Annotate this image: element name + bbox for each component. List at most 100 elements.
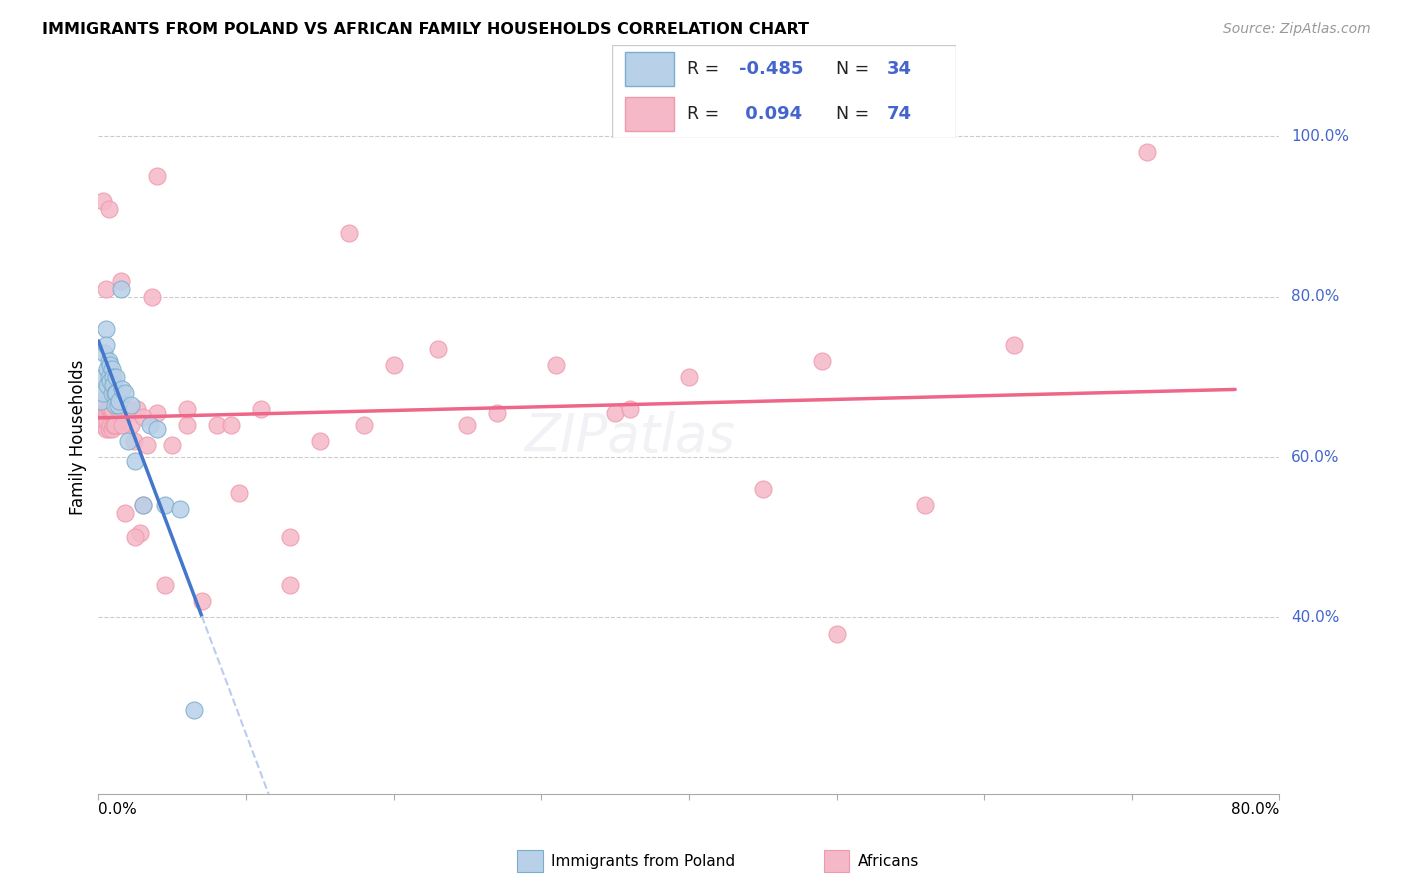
Text: ZIPatlas: ZIPatlas: [524, 411, 735, 463]
Point: [619, 402, 641, 417]
Text: Africans: Africans: [858, 855, 920, 869]
Point: [96, 378, 118, 392]
Point: [250, 402, 273, 417]
Point: [108, 418, 131, 433]
Text: 100.0%: 100.0%: [1291, 129, 1350, 144]
Point: [97, 202, 120, 216]
Point: [146, 422, 169, 436]
Point: [96, 406, 118, 420]
Point: [94, 422, 117, 436]
Point: [103, 378, 125, 392]
Point: [162, 438, 183, 452]
Point: [108, 394, 131, 409]
Point: [98, 418, 121, 433]
Point: [91, 418, 114, 433]
Point: [90, 402, 112, 417]
Point: [100, 406, 122, 420]
Point: [1135, 145, 1157, 160]
Point: [94, 322, 117, 336]
Point: [100, 422, 122, 436]
Point: [110, 282, 132, 296]
Point: [219, 418, 242, 433]
Point: [120, 418, 142, 433]
Point: [104, 418, 127, 433]
Point: [117, 406, 139, 420]
Point: [382, 358, 405, 372]
Text: Source: ZipAtlas.com: Source: ZipAtlas.com: [1223, 22, 1371, 37]
Point: [136, 438, 159, 452]
Point: [96, 414, 118, 428]
Point: [153, 578, 176, 592]
Point: [107, 402, 129, 417]
Text: N =: N =: [835, 105, 875, 123]
Point: [114, 386, 136, 401]
Point: [104, 398, 127, 412]
Point: [93, 414, 115, 428]
Text: 80.0%: 80.0%: [1291, 289, 1340, 304]
Point: [96, 362, 118, 376]
Text: 80.0%: 80.0%: [1232, 802, 1279, 817]
Point: [98, 402, 121, 417]
Point: [128, 526, 150, 541]
Text: R =: R =: [688, 105, 725, 123]
Point: [98, 374, 121, 388]
Point: [337, 226, 360, 240]
Point: [120, 398, 142, 412]
Point: [132, 498, 155, 512]
Point: [103, 418, 125, 433]
Point: [309, 434, 332, 448]
Point: [146, 406, 169, 420]
Point: [100, 362, 122, 376]
Point: [94, 282, 117, 296]
Point: [93, 346, 115, 360]
Point: [91, 194, 114, 208]
FancyBboxPatch shape: [626, 97, 673, 131]
FancyBboxPatch shape: [626, 52, 673, 86]
Point: [205, 418, 228, 433]
Text: IMMIGRANTS FROM POLAND VS AFRICAN FAMILY HOUSEHOLDS CORRELATION CHART: IMMIGRANTS FROM POLAND VS AFRICAN FAMILY…: [42, 22, 810, 37]
Text: Immigrants from Poland: Immigrants from Poland: [551, 855, 735, 869]
Point: [146, 169, 169, 184]
Point: [810, 354, 832, 368]
Point: [141, 290, 163, 304]
Point: [183, 703, 205, 717]
Point: [678, 370, 700, 384]
Point: [114, 506, 136, 520]
Point: [104, 418, 127, 433]
Point: [97, 422, 120, 436]
Point: [605, 406, 627, 420]
Point: [132, 410, 155, 425]
Point: [105, 370, 128, 384]
Point: [751, 482, 773, 496]
Text: 74: 74: [887, 105, 912, 123]
Point: [94, 338, 117, 352]
Point: [191, 594, 214, 608]
Point: [176, 418, 198, 433]
Point: [91, 386, 114, 401]
Point: [278, 578, 302, 592]
Point: [103, 406, 125, 420]
Point: [110, 274, 132, 288]
Y-axis label: Family Households: Family Households: [69, 359, 87, 515]
Point: [825, 626, 848, 640]
Point: [100, 402, 122, 417]
Text: -0.485: -0.485: [740, 60, 804, 78]
Point: [90, 394, 112, 409]
Text: 60.0%: 60.0%: [1291, 450, 1340, 465]
Point: [914, 498, 936, 512]
Point: [427, 342, 450, 356]
Text: N =: N =: [835, 60, 875, 78]
Point: [94, 406, 117, 420]
Point: [117, 402, 139, 417]
Point: [486, 406, 509, 420]
Point: [456, 418, 478, 433]
Point: [100, 386, 122, 401]
Point: [169, 502, 191, 516]
Point: [111, 418, 134, 433]
Point: [1002, 338, 1025, 352]
Point: [125, 402, 148, 417]
Point: [97, 370, 120, 384]
Point: [97, 354, 120, 368]
Point: [112, 402, 135, 417]
Point: [544, 358, 567, 372]
